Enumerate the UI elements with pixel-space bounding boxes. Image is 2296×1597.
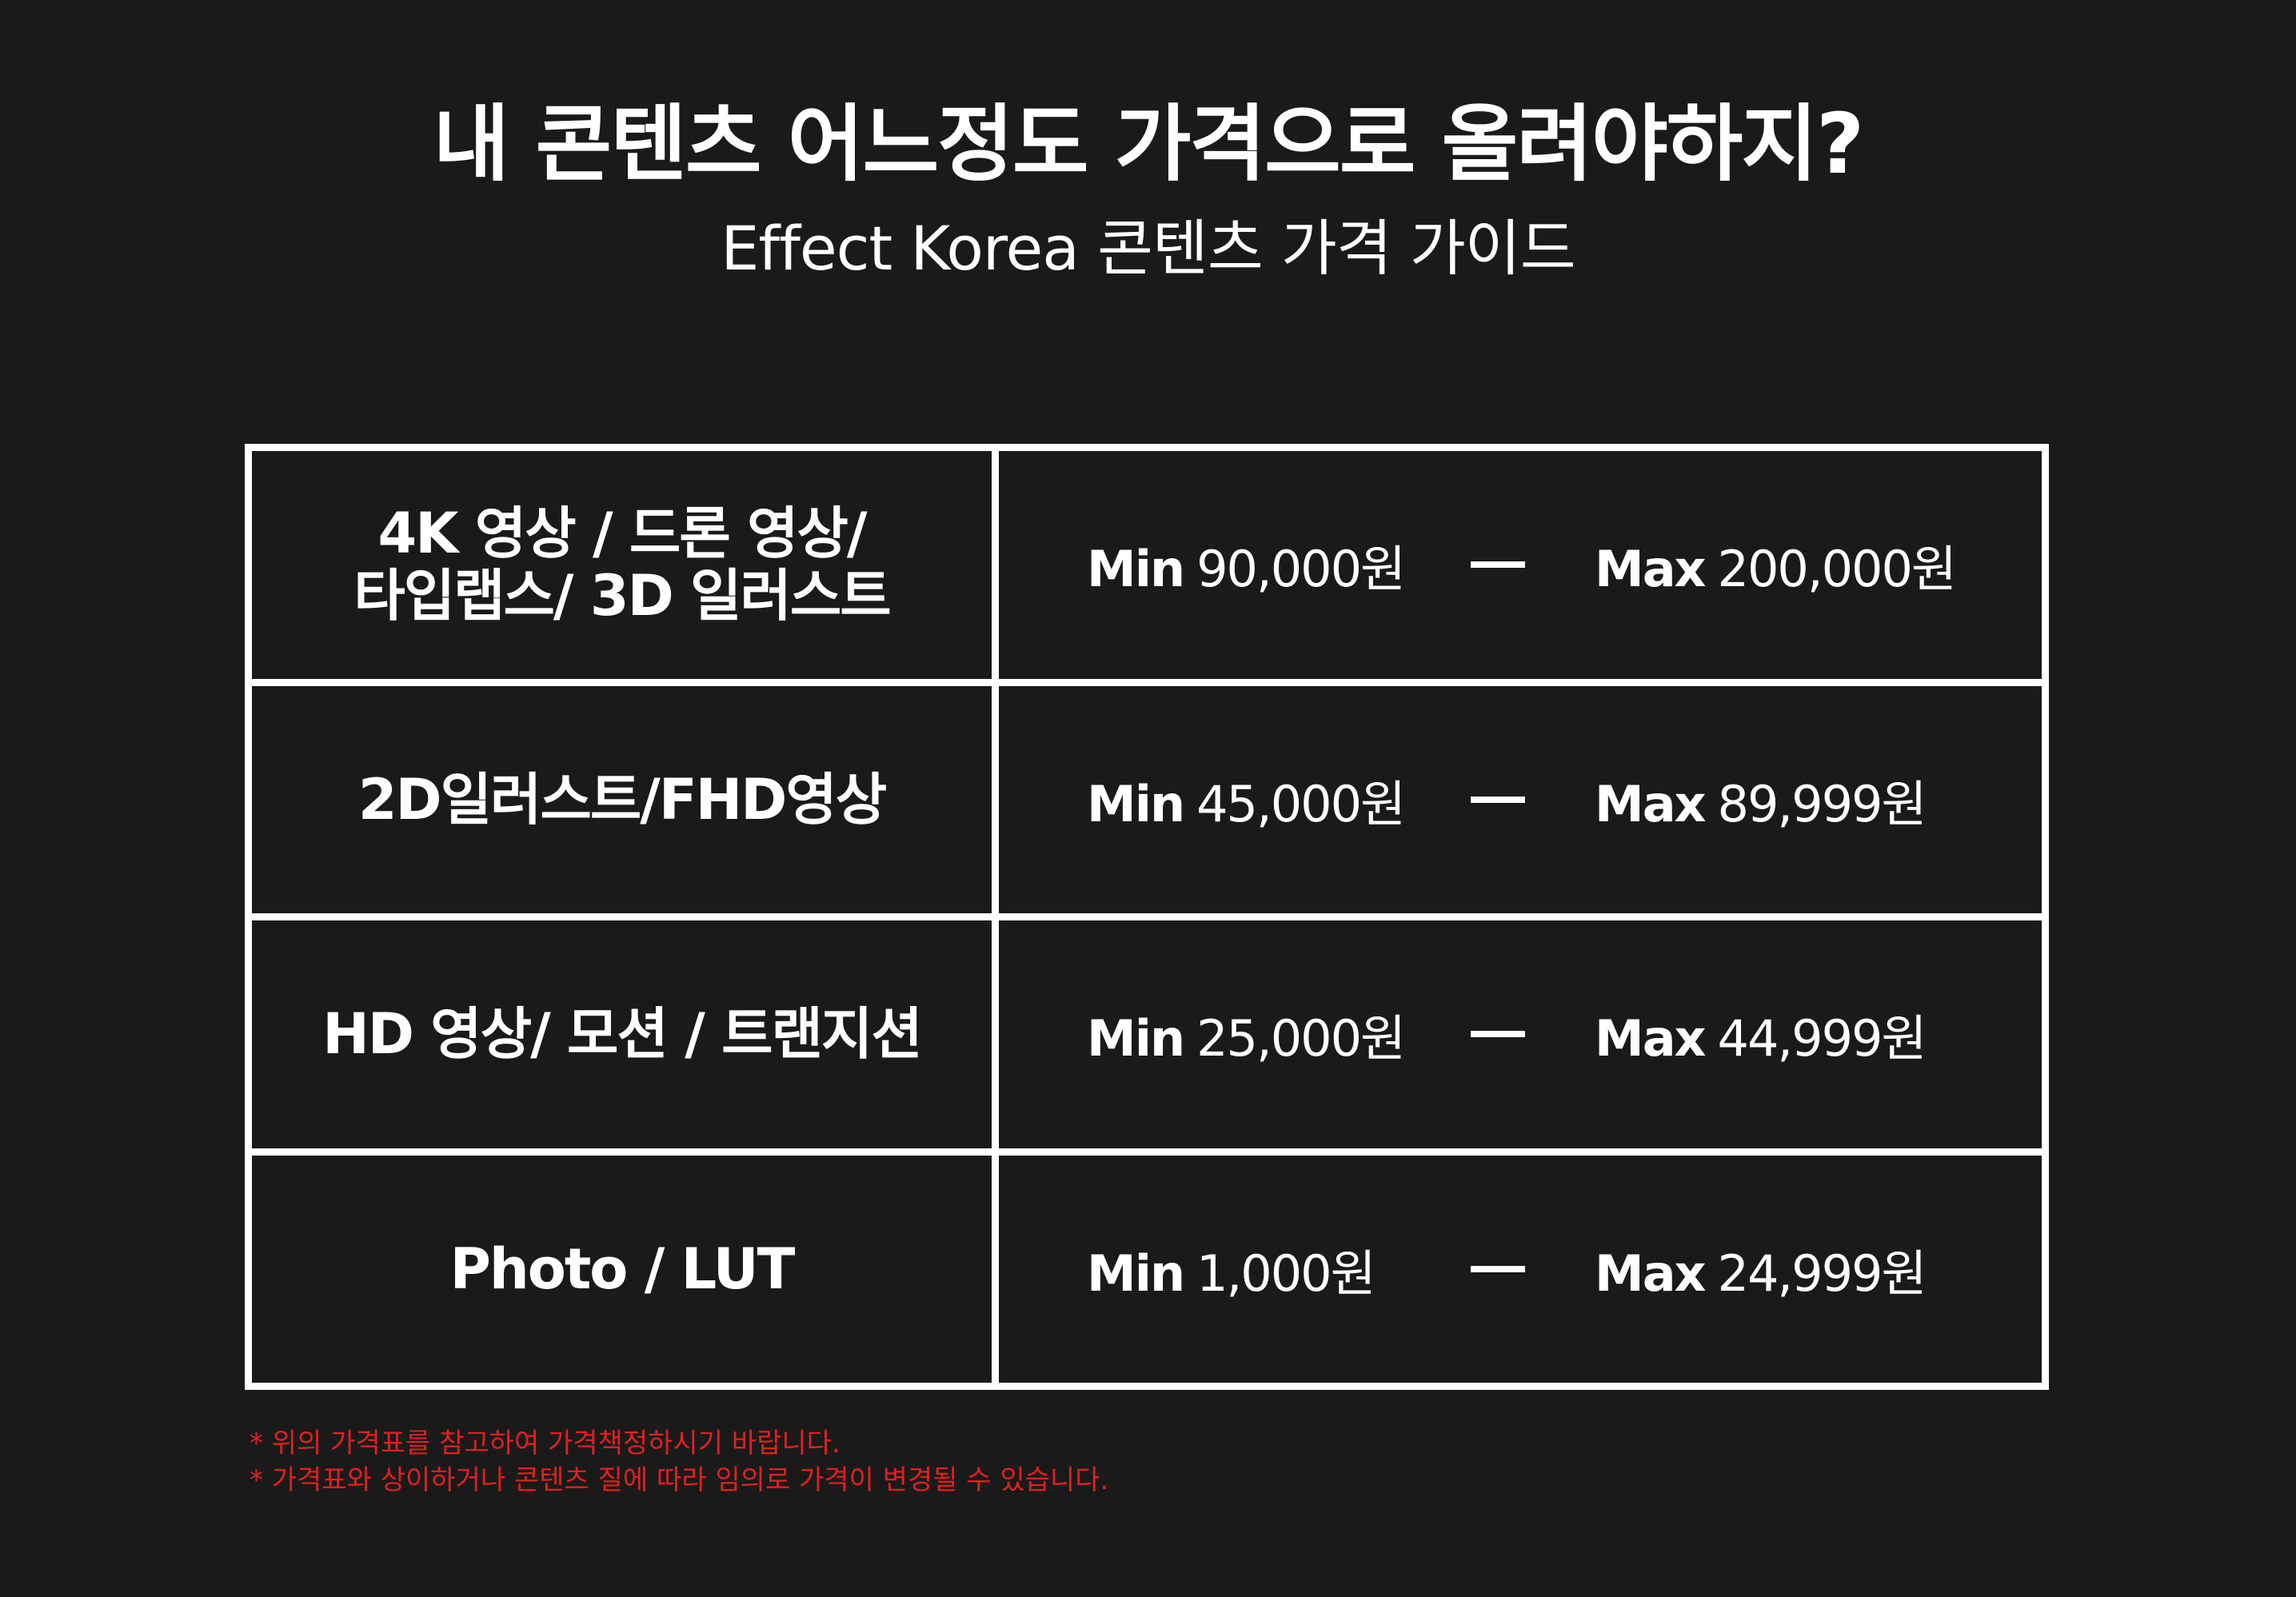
max-value: 200,000원 xyxy=(1717,540,1957,599)
min-label: Min xyxy=(1087,1244,1185,1303)
footnote-line: * 가격표와 상이하거나 콘텐츠 질에 따라 임의로 가격이 변경될 수 있습니… xyxy=(250,1463,1109,1496)
min-price: Min 25,000원 xyxy=(1087,998,1406,1070)
max-value: 44,999원 xyxy=(1717,1009,1927,1068)
max-price: Max 24,999원 xyxy=(1595,1233,1927,1305)
max-label: Max xyxy=(1595,1009,1707,1068)
table-row: Photo / LUT Min 1,000원 Max 24,999원 xyxy=(252,1155,2042,1383)
max-price: Max 200,000원 xyxy=(1595,529,1957,601)
max-label: Max xyxy=(1595,540,1707,599)
category-cell: Photo / LUT xyxy=(252,1155,999,1383)
table-row: 4K 영상 / 드론 영상/ 타입랩스/ 3D 일러스트 Min 90,000원 … xyxy=(252,451,2042,686)
max-value: 89,999원 xyxy=(1717,774,1927,833)
min-price: Min 45,000원 xyxy=(1087,764,1406,836)
max-label: Max xyxy=(1595,1244,1707,1303)
range-dash xyxy=(1471,1031,1525,1038)
category-cell: 4K 영상 / 드론 영상/ 타입랩스/ 3D 일러스트 xyxy=(252,451,999,679)
range-dash xyxy=(1471,561,1525,569)
price-range-cell: Min 1,000원 Max 24,999원 xyxy=(999,1156,2042,1383)
max-price: Max 89,999원 xyxy=(1595,764,1927,836)
category-cell: HD 영상/ 모션 / 트랜지션 xyxy=(252,920,999,1148)
page-title: 내 콘텐츠 어느정도 가격으로 올려야하지? xyxy=(433,95,1865,193)
max-value: 24,999원 xyxy=(1717,1244,1927,1303)
range-dash xyxy=(1471,796,1525,803)
category-cell: 2D일러스트/FHD영상 xyxy=(252,685,999,913)
table-row: 2D일러스트/FHD영상 Min 45,000원 Max 89,999원 xyxy=(252,685,2042,920)
max-price: Max 44,999원 xyxy=(1595,998,1927,1070)
min-value: 45,000원 xyxy=(1196,774,1406,833)
footnotes: * 위의 가격표를 참고하여 가격책정하시기 바랍니다. * 가격표와 상이하거… xyxy=(250,1426,1108,1499)
min-price: Min 90,000원 xyxy=(1087,529,1406,601)
min-label: Min xyxy=(1087,540,1185,599)
price-range-cell: Min 45,000원 Max 89,999원 xyxy=(999,686,2042,914)
page-subtitle: Effect Korea 콘텐츠 가격 가이드 xyxy=(721,213,1575,284)
min-label: Min xyxy=(1087,1009,1185,1068)
min-price: Min 1,000원 xyxy=(1087,1233,1376,1305)
min-label: Min xyxy=(1087,774,1185,833)
min-value: 90,000원 xyxy=(1196,540,1406,599)
price-range-cell: Min 90,000원 Max 200,000원 xyxy=(999,451,2042,679)
price-range-cell: Min 25,000원 Max 44,999원 xyxy=(999,920,2042,1148)
footnote-line: * 위의 가격표를 참고하여 가격책정하시기 바랍니다. xyxy=(250,1427,841,1459)
range-dash xyxy=(1471,1265,1525,1272)
price-table: 4K 영상 / 드론 영상/ 타입랩스/ 3D 일러스트 Min 90,000원 … xyxy=(245,444,2049,1390)
max-label: Max xyxy=(1595,774,1707,833)
table-row: HD 영상/ 모션 / 트랜지션 Min 25,000원 Max 44,999원 xyxy=(252,920,2042,1156)
min-value: 1,000원 xyxy=(1196,1244,1376,1303)
min-value: 25,000원 xyxy=(1196,1009,1406,1068)
